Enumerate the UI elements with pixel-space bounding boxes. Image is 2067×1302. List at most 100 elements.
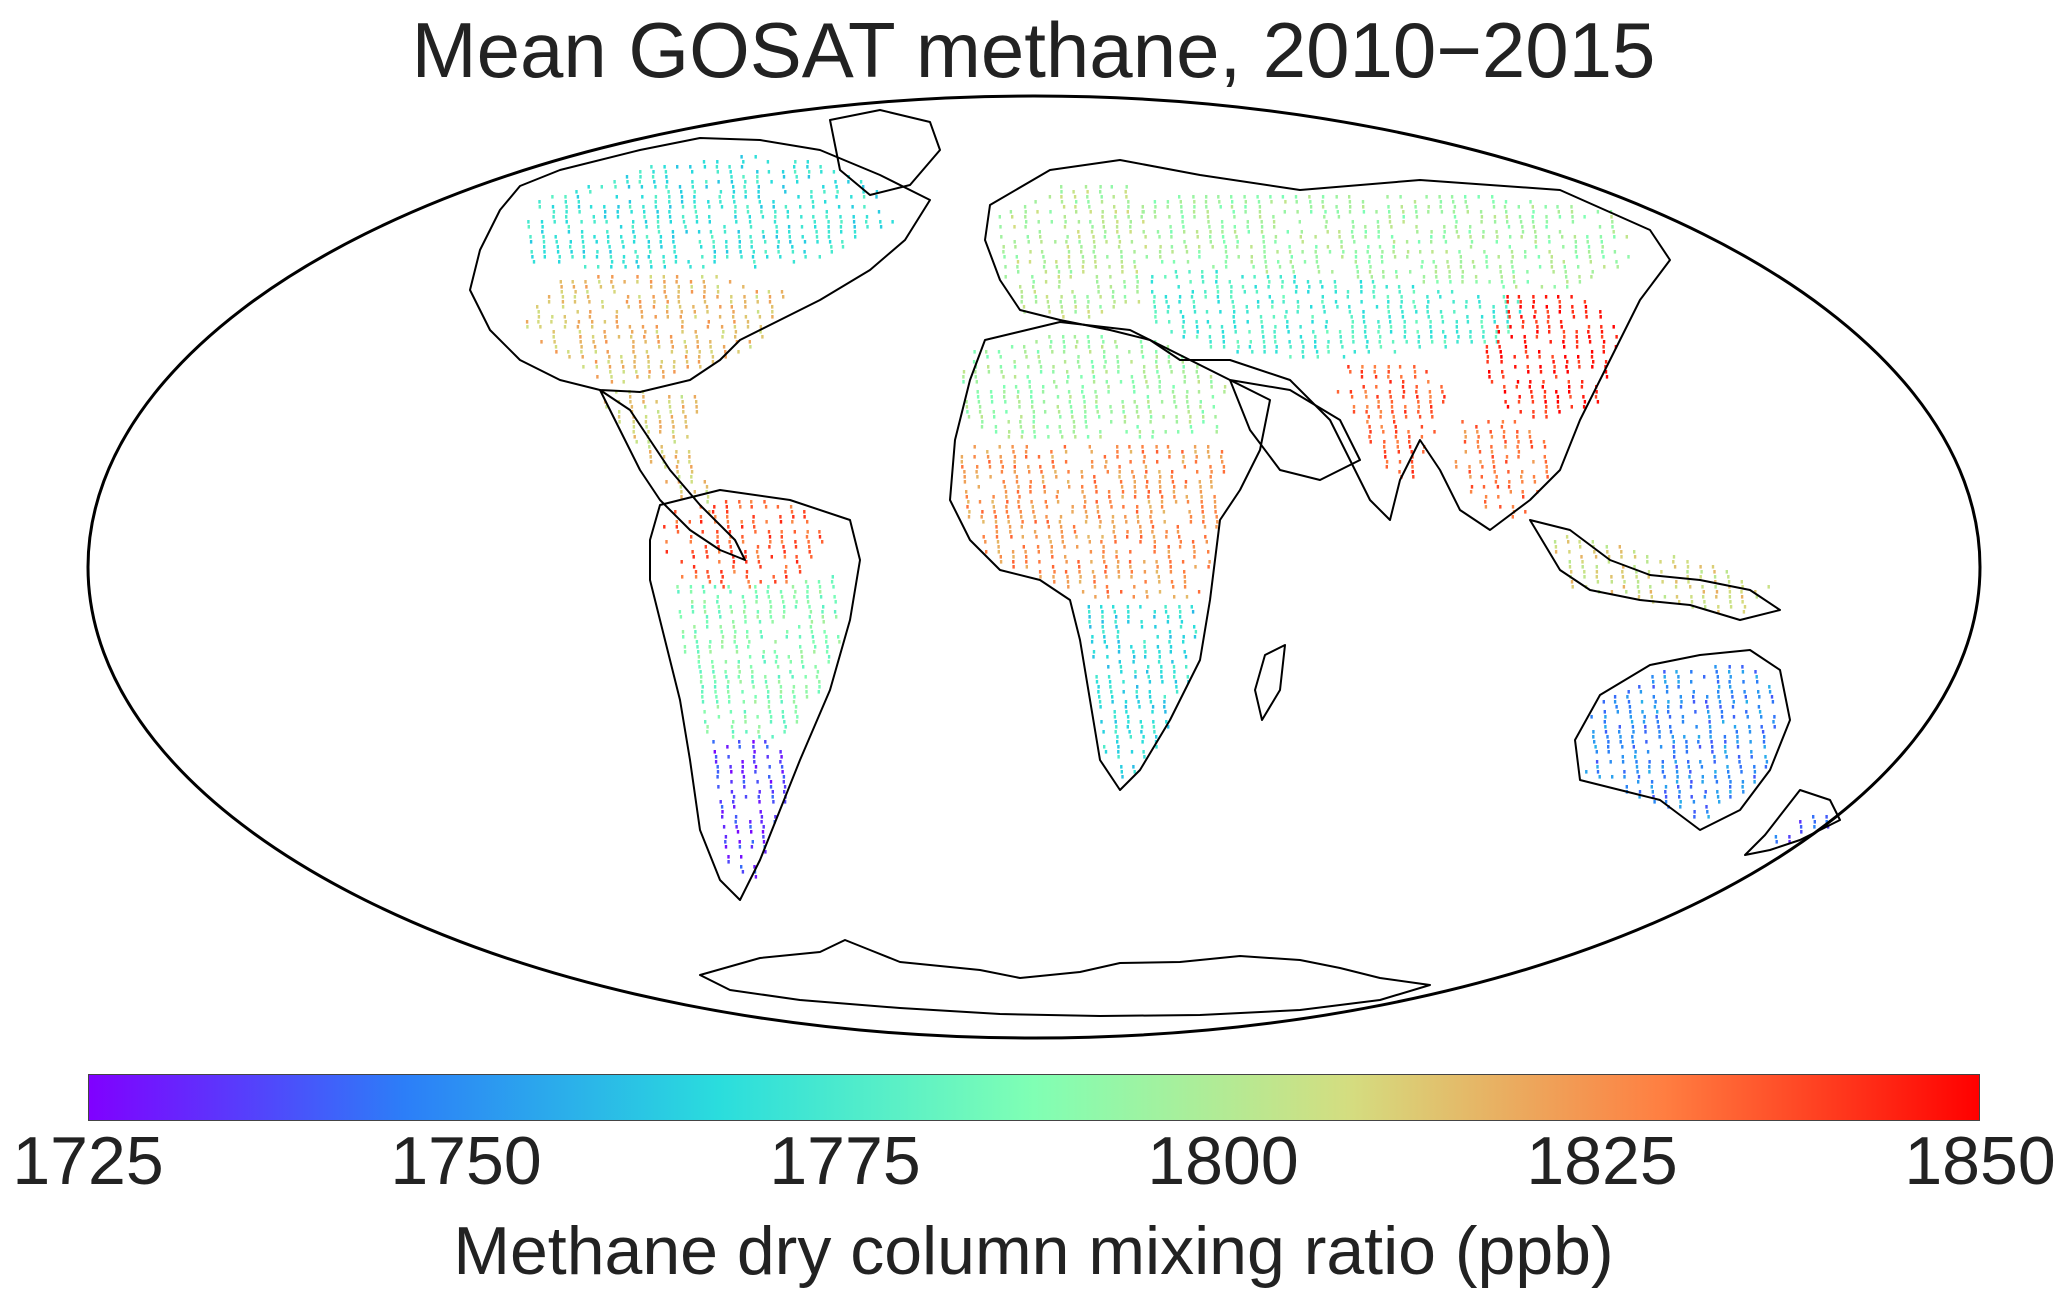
sounding-point — [1496, 485, 1500, 489]
sounding-point — [1274, 240, 1277, 244]
sounding-point — [689, 165, 692, 169]
sounding-point — [782, 780, 785, 784]
sounding-point — [770, 180, 773, 184]
sounding-point — [1147, 500, 1151, 504]
sounding-point — [1092, 650, 1096, 654]
sounding-point — [1281, 195, 1285, 199]
sounding-point — [663, 280, 666, 284]
sounding-point — [621, 240, 624, 244]
sounding-point — [1338, 235, 1341, 239]
sounding-point — [589, 310, 592, 314]
sounding-point — [748, 220, 752, 224]
sounding-point — [1158, 470, 1161, 474]
sounding-point — [1129, 550, 1132, 554]
sounding-point — [735, 645, 738, 649]
sounding-point — [1389, 380, 1392, 384]
sounding-point — [1813, 820, 1816, 824]
sounding-point — [1066, 245, 1069, 249]
sounding-point — [561, 295, 565, 299]
sounding-point — [1037, 355, 1040, 359]
sounding-point — [792, 260, 796, 264]
sounding-point — [1185, 250, 1189, 254]
sounding-point — [1192, 545, 1196, 549]
sounding-point — [1090, 460, 1094, 464]
sounding-point — [711, 510, 715, 514]
sounding-point — [1416, 230, 1419, 234]
sounding-point — [1070, 410, 1073, 414]
sounding-point — [1099, 705, 1102, 709]
sounding-point — [1506, 320, 1509, 324]
sounding-point — [1140, 730, 1143, 734]
sounding-point — [1557, 295, 1560, 299]
sounding-point — [1677, 785, 1680, 789]
sounding-point — [1161, 680, 1164, 684]
sounding-point — [1018, 400, 1021, 404]
sounding-point — [1278, 265, 1282, 269]
sounding-point — [668, 405, 672, 409]
sounding-point — [1590, 715, 1593, 719]
sounding-point — [1132, 660, 1135, 664]
sounding-point — [631, 330, 634, 334]
sounding-point — [658, 415, 661, 419]
sounding-point — [1243, 195, 1246, 199]
sounding-point — [1063, 345, 1066, 349]
sounding-point — [1106, 590, 1109, 594]
sounding-point — [1047, 435, 1050, 439]
sounding-point — [1146, 595, 1149, 599]
sounding-point — [1075, 200, 1078, 204]
sounding-point — [1519, 305, 1522, 309]
sounding-point — [1714, 770, 1717, 774]
sounding-point — [1056, 500, 1060, 504]
sounding-point — [1117, 575, 1121, 579]
sounding-point — [1193, 445, 1197, 449]
sounding-point — [779, 690, 783, 694]
sounding-point — [1160, 675, 1163, 679]
sounding-point — [780, 540, 784, 544]
sounding-point — [1339, 335, 1342, 339]
sounding-point — [1261, 325, 1264, 329]
sounding-point — [738, 745, 741, 749]
sounding-point — [1039, 465, 1042, 469]
sounding-point — [1336, 210, 1339, 214]
sounding-point — [1436, 280, 1439, 284]
sounding-point — [1379, 335, 1382, 339]
sounding-point — [640, 315, 644, 319]
map-boundary — [86, 94, 1982, 1040]
sounding-point — [1102, 225, 1105, 229]
sounding-point — [1692, 695, 1695, 699]
sounding-point — [717, 545, 720, 549]
sounding-point — [1110, 410, 1113, 414]
sounding-point — [1234, 330, 1237, 334]
sounding-point — [582, 365, 585, 369]
sounding-point — [672, 435, 675, 439]
sounding-point — [1092, 375, 1096, 379]
sounding-point — [1622, 585, 1626, 589]
sounding-point — [1116, 360, 1120, 364]
sounding-point — [755, 295, 758, 299]
sounding-point — [1193, 555, 1196, 559]
sounding-point — [1107, 595, 1110, 599]
sounding-point — [732, 315, 735, 319]
sounding-point — [989, 390, 993, 394]
sounding-point — [1483, 250, 1486, 254]
colorbar — [88, 1074, 1980, 1121]
sounding-point — [586, 295, 590, 299]
sounding-point — [1621, 575, 1625, 579]
sounding-point — [1066, 235, 1069, 239]
sounding-point — [1028, 380, 1031, 384]
sounding-point — [1274, 325, 1277, 329]
sounding-point — [1457, 335, 1460, 339]
sounding-point — [759, 630, 762, 634]
sounding-point — [618, 420, 621, 424]
sounding-point — [1025, 220, 1028, 224]
sounding-point — [1482, 485, 1486, 489]
sounding-point — [760, 820, 763, 824]
sounding-point — [1695, 725, 1698, 729]
sounding-point — [1637, 595, 1641, 599]
sounding-point — [1097, 290, 1100, 294]
sounding-point — [1135, 695, 1139, 699]
sounding-point — [1469, 225, 1472, 229]
sounding-point — [649, 450, 652, 454]
sounding-point — [1031, 505, 1034, 509]
sounding-point — [824, 200, 827, 204]
